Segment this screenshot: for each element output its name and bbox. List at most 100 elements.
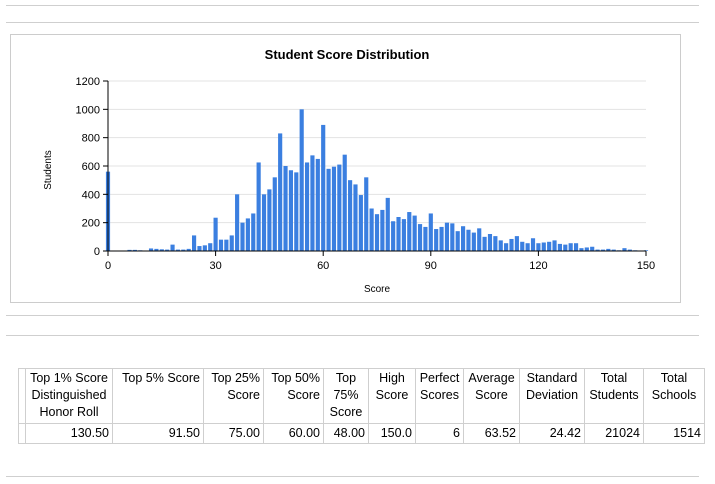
table-row: 130.50 91.50 75.00 60.00 48.00 150.0 6 6… [18,423,705,444]
histogram-bar [487,234,493,251]
histogram-bar [557,243,562,251]
histogram-bar [622,248,627,251]
histogram-bar [417,224,423,251]
value-top-50-percent: 60.00 [263,423,324,444]
histogram-bar [235,194,240,251]
histogram-bar [304,162,310,251]
divider-bottom [6,476,699,477]
histogram-bar [541,242,546,251]
histogram-bar [423,226,428,251]
chart-title: Student Score Distribution [265,47,430,62]
histogram-bar [520,241,525,251]
histogram-bar [288,170,293,251]
divider-mid-2 [6,335,699,336]
header-standard-deviation: Standard Deviation [519,368,585,424]
histogram-bar [568,243,573,251]
histogram-bar [498,240,503,251]
histogram-bar [165,249,170,251]
histogram-bar [579,248,584,251]
histogram-bar [412,215,417,251]
histogram-bar [455,231,460,251]
divider-top-2 [6,22,699,23]
histogram-bar [374,214,380,251]
histogram-bar [245,218,250,251]
histogram-bar [369,208,374,251]
value-top-25-percent: 75.00 [203,423,264,444]
histogram-bar [401,219,406,251]
histogram-bar [132,249,137,251]
histogram-bar [573,243,579,251]
histogram-bar [477,228,482,251]
histogram-bar [294,172,299,251]
histogram-bar [197,246,202,251]
histogram-bar [148,248,154,251]
histogram-bar [272,177,277,251]
value-top-5-percent: 91.50 [112,423,204,444]
table-header-row: Top 1% Score Distinguished Honor Roll To… [18,368,705,424]
histogram-bar [461,226,466,251]
histogram-bar [595,249,600,251]
header-top-5-percent: Top 5% Score [112,368,204,424]
histogram-bar [315,158,320,251]
histogram-bar [504,243,509,251]
x-tick-label: 30 [209,260,221,272]
value-top-75-percent: 48.00 [323,423,369,444]
histogram-bar [606,248,611,251]
value-total-schools: 1514 [643,423,705,444]
histogram-bar [192,235,197,251]
header-total-students: Total Students [584,368,644,424]
histogram-bar [218,239,224,251]
histogram-bar [547,241,552,251]
table-row-spacer [18,423,26,444]
x-axis-label: Score [364,284,391,295]
value-top-1-percent: 130.50 [25,423,113,444]
histogram-bar [331,166,337,251]
histogram-bar [364,177,369,251]
histogram-bar [175,249,181,251]
divider-mid-1 [6,315,699,316]
histogram-bar [337,164,342,251]
histogram-bar [202,245,207,251]
histogram-bar [127,249,132,251]
histogram-bar [563,244,568,251]
histogram-bar [396,217,401,251]
y-tick-label: 1000 [76,104,100,116]
histogram-bar [552,240,557,251]
histogram-bar [348,180,353,251]
histogram-bar [240,222,245,251]
header-perfect-scores: Perfect Scores [415,368,464,424]
histogram-bar [278,133,283,251]
histogram-bar [514,236,519,251]
histogram-bar [428,213,433,251]
histogram-bar [391,221,396,251]
table-header-spacer [18,368,26,424]
header-top-25-percent: Top 25% Score [203,368,264,424]
score-distribution-chart: Student Score Distribution Students Scor… [10,34,681,303]
histogram-bar [530,238,536,251]
y-axis-label: Students [43,150,54,189]
histogram-bar [590,246,595,251]
histogram-bar [471,232,476,251]
histogram-bar [439,226,444,251]
histogram-bar [283,166,288,251]
header-top-50-percent: Top 50% Score [263,368,324,424]
histogram-bar [181,249,186,251]
histogram-bar [342,154,347,251]
histogram-bar [186,248,191,251]
value-perfect-scores: 6 [415,423,464,444]
histogram-bar [525,243,530,251]
x-tick-label: 0 [105,260,111,272]
header-high-score: High Score [368,368,416,424]
y-tick-label: 1200 [76,76,100,88]
value-high-score: 150.0 [368,423,416,444]
x-tick-label: 150 [637,260,655,272]
value-standard-deviation: 24.42 [519,423,585,444]
y-tick-label: 600 [82,161,100,173]
histogram-bar [466,229,471,251]
header-total-schools: Total Schools [643,368,705,424]
histogram-bar [224,239,229,251]
histogram-bar [611,249,616,251]
histogram-bar [385,197,390,251]
score-statistics-table: Top 1% Score Distinguished Honor Roll To… [18,368,705,444]
chart-svg: Student Score Distribution Students Scor… [43,47,655,295]
